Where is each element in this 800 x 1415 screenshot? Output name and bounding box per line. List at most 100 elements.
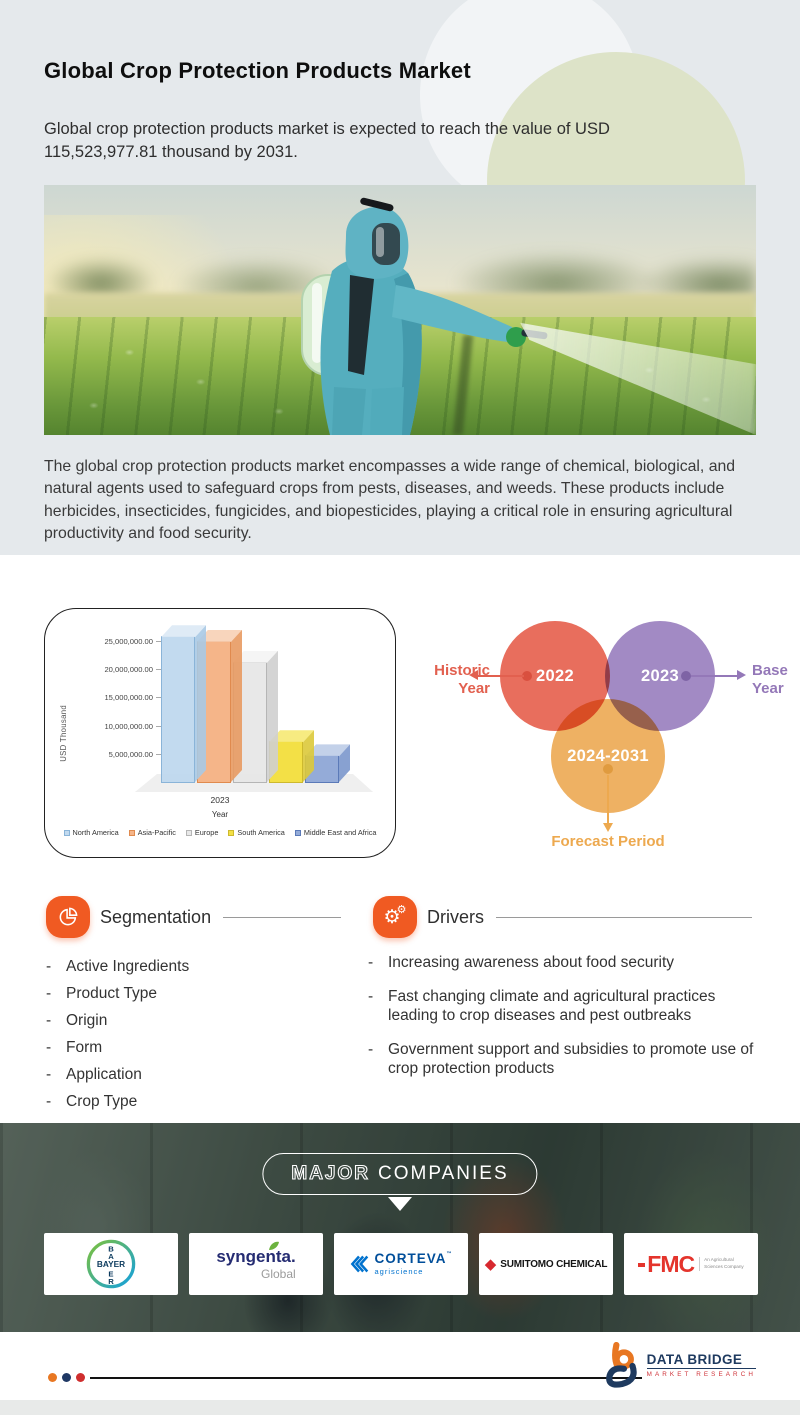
hero-section: Global Crop Protection Products Market G… xyxy=(0,0,800,555)
list-item: Application xyxy=(46,1061,346,1088)
badge-word-companies: COMPANIES xyxy=(378,1163,509,1184)
list-item: Government support and subsidies to prom… xyxy=(368,1040,768,1078)
badge-word-major: MAJOR xyxy=(291,1162,371,1184)
pie-chart-icon xyxy=(46,896,90,938)
chart-y-tick: 10,000,000.00 xyxy=(69,722,161,731)
chart-plot: 25,000,000.00 20,000,000.00 15,000,000.00 1… xyxy=(104,625,341,783)
triangle-down-icon xyxy=(388,1197,412,1211)
arrow-left-icon xyxy=(469,670,478,680)
historic-arrow-line xyxy=(478,675,524,677)
chart-y-tick: 5,000,000.00 xyxy=(69,750,161,759)
footer-dot-orange xyxy=(48,1373,57,1382)
svg-text:B: B xyxy=(108,1244,114,1253)
drivers-title: Drivers xyxy=(427,906,484,927)
legend-item: Middle East and Africa xyxy=(294,828,376,837)
historic-year-label: Historic Year xyxy=(434,662,490,697)
footer-dot-red xyxy=(76,1373,85,1382)
footer-dot-navy xyxy=(62,1373,71,1382)
chart-y-tick: 20,000,000.00 xyxy=(69,665,161,674)
syngenta-wordmark: syngenta. xyxy=(216,1241,296,1265)
svg-text:A: A xyxy=(108,1252,114,1261)
companies-window-frames xyxy=(0,1123,800,1332)
forecast-arrow-line xyxy=(607,775,609,823)
page-title: Global Crop Protection Products Market xyxy=(44,58,471,83)
segmentation-header: Segmentation xyxy=(46,896,342,938)
logo-card-syngenta: syngenta. Global xyxy=(189,1233,323,1295)
logo-card-corteva: CORTEVA™ agriscience xyxy=(334,1233,468,1295)
syngenta-global-label: Global xyxy=(260,1266,296,1281)
person-figure xyxy=(301,197,548,435)
svg-text:BAYER: BAYER xyxy=(97,1260,125,1269)
fmc-wordmark: FMC xyxy=(638,1252,695,1276)
corteva-wordmark: CORTEVA™ xyxy=(374,1251,453,1267)
svg-text:E: E xyxy=(108,1270,113,1279)
major-companies-section: MAJOR COMPANIES BAYER B A E R xyxy=(0,1123,800,1332)
footer: DATA BRIDGE MARKET RESEARCH xyxy=(0,1332,800,1400)
arrow-right-icon xyxy=(737,670,746,680)
legend-item: South America xyxy=(228,828,285,837)
legend-item: Europe xyxy=(185,828,218,837)
list-item: Form xyxy=(46,1034,346,1061)
companies-photo-background xyxy=(0,1123,800,1332)
company-logo-row: BAYER B A E R syngenta. Global xyxy=(44,1233,758,1295)
arrow-down-icon xyxy=(602,823,613,832)
chart-y-axis-label: USD Thousand xyxy=(59,705,68,762)
drivers-list: Increasing awareness about food security… xyxy=(368,953,768,1093)
brand-name: DATA BRIDGE xyxy=(646,1352,756,1369)
corteva-agriscience-label: agriscience xyxy=(374,1266,424,1276)
brand-tagline: MARKET RESEARCH xyxy=(646,1371,756,1378)
bottom-strip xyxy=(0,1400,800,1415)
footer-dots xyxy=(48,1373,85,1382)
chart-x-axis-label: Year xyxy=(211,810,229,819)
list-item: Active Ingredients xyxy=(46,953,346,980)
logo-card-sumitomo: ◆ SUMITOMO CHEMICAL xyxy=(479,1233,613,1295)
databridge-brand: DATA BRIDGE MARKET RESEARCH xyxy=(604,1342,756,1388)
base-arrow-line xyxy=(691,675,737,677)
regional-bar-chart: USD Thousand 25,000,000.00 20,000,000.00 1… xyxy=(44,608,396,858)
companies-dark-overlay xyxy=(0,1123,800,1332)
timeline-venn: 2022 2023 2024-2031 Historic Year Base Y… xyxy=(400,590,800,870)
syngenta-leaf-icon xyxy=(269,1241,280,1250)
chart-x-tick: 2023 xyxy=(210,795,230,805)
chart-y-tick: 15,000,000.00 xyxy=(69,693,161,702)
base-year-label: Base Year xyxy=(752,662,788,697)
list-item: Crop Type xyxy=(46,1088,346,1115)
sumitomo-diamond-icon: ◆ xyxy=(484,1255,497,1273)
sumitomo-wordmark: SUMITOMO CHEMICAL xyxy=(500,1258,608,1270)
historic-year-value: 2022 xyxy=(536,666,574,685)
page-subtitle: Global crop protection products market i… xyxy=(44,120,610,162)
gears-icon: ⚙ ⚙ xyxy=(373,896,417,938)
drivers-header: ⚙ ⚙ Drivers xyxy=(373,896,752,938)
legend-item: North America xyxy=(63,828,119,837)
logo-card-fmc: FMC An Agricultural Sciences Company xyxy=(624,1233,758,1295)
market-description: The global crop protection products mark… xyxy=(44,458,736,543)
forecast-dot xyxy=(603,764,613,774)
databridge-logo-icon xyxy=(605,1342,637,1388)
glove xyxy=(506,327,526,347)
legend-item: Asia-Pacific xyxy=(128,828,176,837)
segmentation-divider xyxy=(223,916,342,918)
hero-photo xyxy=(44,185,756,435)
segmentation-title: Segmentation xyxy=(100,906,212,927)
svg-text:R: R xyxy=(108,1277,114,1286)
bayer-cross-icon: BAYER B A E R xyxy=(86,1239,136,1289)
base-dot xyxy=(681,671,691,681)
forecast-period-value: 2024-2031 xyxy=(567,746,649,765)
list-item: Origin xyxy=(46,1007,346,1034)
drivers-divider xyxy=(496,916,752,918)
base-year-value: 2023 xyxy=(641,666,679,685)
segmentation-list: Active IngredientsProduct TypeOriginForm… xyxy=(46,953,346,1115)
chart-y-tick: 25,000,000.00 xyxy=(69,637,161,646)
chart-bar-north-america xyxy=(161,636,195,783)
corteva-chevron-icon xyxy=(351,1255,369,1273)
forecast-period-label: Forecast Period xyxy=(551,833,665,850)
historic-dot xyxy=(522,671,532,681)
fmc-tagline: An Agricultural Sciences Company xyxy=(699,1257,744,1271)
list-item: Increasing awareness about food security xyxy=(368,953,768,972)
logo-card-bayer: BAYER B A E R xyxy=(44,1233,178,1295)
list-item: Fast changing climate and agricultural p… xyxy=(368,987,768,1025)
major-companies-badge: MAJOR COMPANIES xyxy=(262,1153,538,1195)
chart-legend: North America Asia-Pacific Europe South Ame… xyxy=(45,828,395,837)
footer-divider xyxy=(90,1377,642,1379)
